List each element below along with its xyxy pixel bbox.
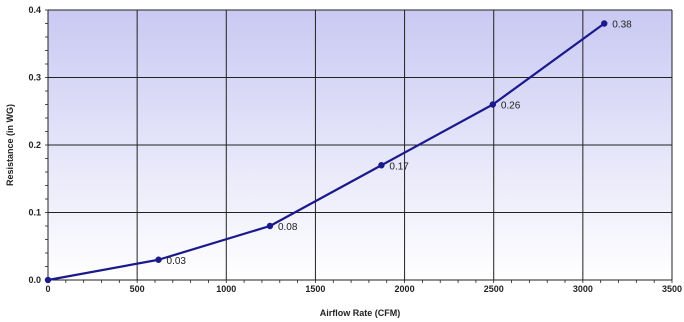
grid bbox=[47, 9, 673, 281]
y-tick-label: 0.2 bbox=[28, 140, 41, 150]
x-tick-label: 0 bbox=[45, 284, 50, 294]
x-axis-title: Airflow Rate (CFM) bbox=[320, 308, 401, 318]
x-tick-label: 3000 bbox=[573, 284, 593, 294]
x-tick-label: 2500 bbox=[484, 284, 504, 294]
x-tick-label: 1000 bbox=[216, 284, 236, 294]
data-label: 0.03 bbox=[167, 256, 187, 267]
series-group: 0.03 0.08 0.17 0.26 0.38 bbox=[44, 20, 632, 284]
x-tick-label: 2000 bbox=[395, 284, 415, 294]
y-tick-label: 0.1 bbox=[28, 208, 41, 218]
data-point bbox=[155, 256, 162, 263]
series-line bbox=[47, 22, 605, 282]
x-tick-label: 500 bbox=[130, 284, 145, 294]
data-point bbox=[489, 101, 497, 108]
data-point bbox=[44, 276, 52, 284]
data-point bbox=[266, 222, 274, 230]
data-label: 0.17 bbox=[389, 161, 409, 172]
data-label: 0.26 bbox=[501, 101, 521, 112]
x-tick-label: 3500 bbox=[662, 284, 682, 294]
data-point bbox=[378, 162, 385, 169]
y-tick-label: 0.0 bbox=[28, 275, 41, 285]
x-tick-label: 1500 bbox=[305, 284, 325, 294]
tick-labels: 0 500 1000 1500 2000 2500 3000 3500 0.0 0.1 0.2 0.3… bbox=[28, 5, 682, 294]
y-tick-label: 0.3 bbox=[28, 73, 41, 83]
y-tick-label: 0.4 bbox=[28, 5, 41, 15]
data-label: 0.38 bbox=[612, 20, 632, 31]
data-point bbox=[601, 20, 608, 27]
minor-ticks bbox=[45, 9, 673, 283]
data-label: 0.08 bbox=[278, 222, 298, 233]
y-axis-title: Resistance (in WG) bbox=[5, 104, 15, 186]
